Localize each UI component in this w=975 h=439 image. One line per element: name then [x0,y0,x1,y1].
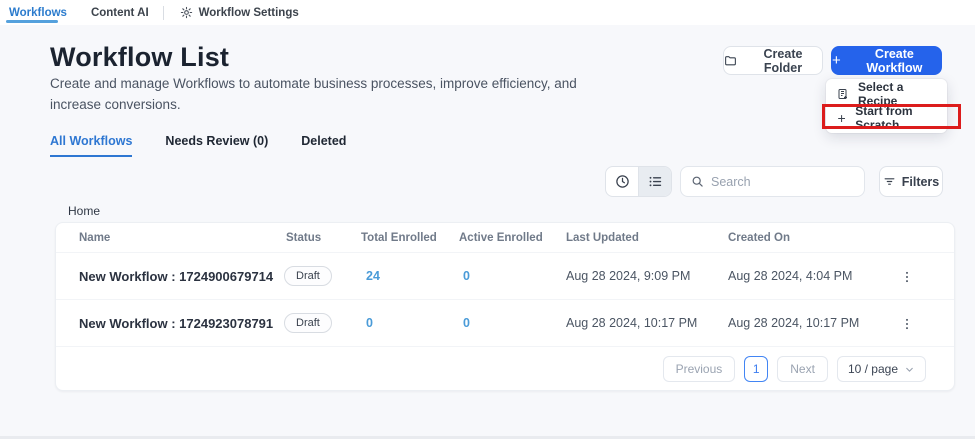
page-size-label: 10 / page [847,362,898,376]
plus-icon: + [837,110,846,126]
clipboard-plus-icon [837,88,849,100]
active-enrolled-link[interactable]: 0 [463,269,470,283]
nav-active-underline [6,20,58,23]
gear-icon [180,6,193,19]
workflow-table-card: Name Status Total Enrolled Active Enroll… [55,222,955,391]
nav-divider [162,5,164,20]
row-actions-kebab-icon[interactable] [897,300,917,347]
column-header-total-enrolled: Total Enrolled [361,232,437,244]
clock-icon [615,174,630,189]
page-description: Create and manage Workflows to automate … [50,76,577,112]
previous-page-button[interactable]: Previous [662,356,736,382]
top-nav: Workflows Content AI Workflow Settings [0,0,975,25]
column-header-name: Name [79,232,111,244]
folder-icon [724,54,737,67]
timeline-view-button[interactable] [606,167,638,196]
workflow-tabs: All Workflows Needs Review (0) Deleted [50,134,346,157]
table-row: New Workflow : 1724923078791 Draft 0 0 A… [56,300,954,347]
create-workflow-button[interactable]: + Create Workflow [831,46,942,75]
page-title: Workflow List [50,42,230,72]
page-size-select[interactable]: 10 / page [836,356,926,382]
create-workflow-label: Create Workflow [866,46,923,75]
filter-lines-icon [883,175,896,188]
tab-deleted[interactable]: Deleted [301,134,347,148]
column-header-active-enrolled: Active Enrolled [459,232,543,244]
total-enrolled-link[interactable]: 24 [366,269,380,283]
status-badge: Draft [284,266,332,286]
create-folder-label: Create Folder [763,46,803,75]
column-header-status: Status [286,232,322,244]
search-input[interactable] [711,174,854,189]
nav-tab-content-ai[interactable]: Content AI [90,6,149,19]
nav-tab-workflow-settings[interactable]: Workflow Settings [180,6,299,19]
row-actions-kebab-icon[interactable] [897,253,917,300]
status-badge: Draft [284,313,332,333]
window-edge [0,436,975,439]
last-updated-value: Aug 28 2024, 10:17 PM [566,316,698,330]
search-icon [691,175,704,188]
menu-item-start-from-scratch[interactable]: + Start from Scratch [826,104,947,132]
current-page-button[interactable]: 1 [744,356,769,382]
table-row: New Workflow : 1724900679714 Draft 24 0 … [56,253,954,300]
breadcrumb[interactable]: Home [68,204,101,218]
created-on-value: Aug 28 2024, 10:17 PM [728,316,860,330]
workflow-name[interactable]: New Workflow : 1724923078791 [79,316,274,331]
pagination: Previous 1 Next 10 / page [56,347,954,391]
search-box [680,166,865,197]
column-header-created-on: Created On [728,232,790,244]
column-header-last-updated: Last Updated [566,232,639,244]
list-view-button[interactable] [638,167,671,196]
created-on-value: Aug 28 2024, 4:04 PM [728,269,853,283]
tab-needs-review[interactable]: Needs Review (0) [165,134,269,148]
filters-label: Filters [901,174,940,189]
view-toggle [605,166,672,197]
active-enrolled-link[interactable]: 0 [463,316,470,330]
total-enrolled-link[interactable]: 0 [366,316,373,330]
workflow-name[interactable]: New Workflow : 1724900679714 [79,269,274,284]
create-workflow-dropdown: Select a Recipe + Start from Scratch [826,79,947,133]
nav-settings-label: Workflow Settings [198,6,299,19]
list-view-icon [648,174,663,189]
menu-item-select-recipe[interactable]: Select a Recipe [826,80,947,108]
next-page-button[interactable]: Next [777,356,828,382]
status-badge-label: Draft [284,313,332,333]
filters-button[interactable]: Filters [879,166,943,197]
last-updated-value: Aug 28 2024, 9:09 PM [566,269,691,283]
tab-all-workflows[interactable]: All Workflows [50,134,133,157]
chevron-down-icon [904,364,915,375]
plus-icon: + [832,51,841,69]
create-folder-button[interactable]: Create Folder [723,46,823,75]
nav-tab-workflows[interactable]: Workflows [9,6,67,19]
status-badge-label: Draft [284,266,332,286]
menu-item-label: Start from Scratch [855,104,913,132]
table-header-row: Name Status Total Enrolled Active Enroll… [56,223,954,253]
